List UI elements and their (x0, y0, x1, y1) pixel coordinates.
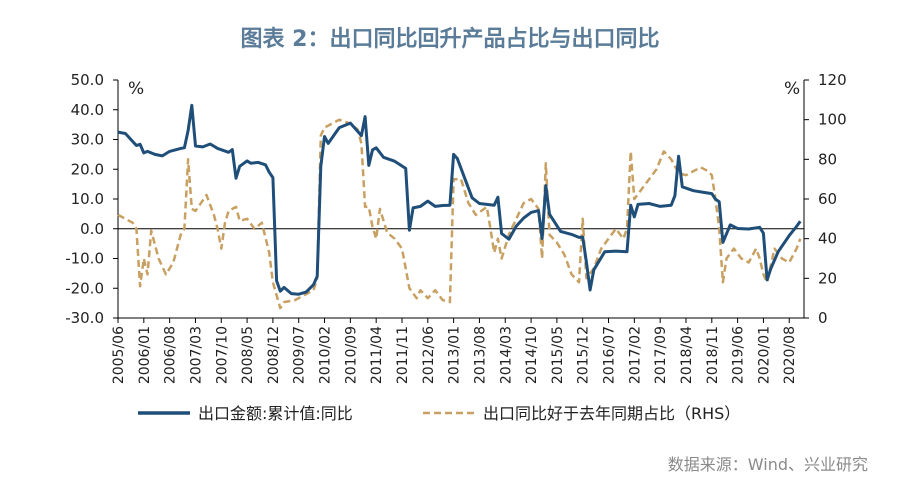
left-tick-label: 30.0 (71, 131, 104, 149)
x-tick-label: 2008/12 (266, 326, 282, 384)
left-axis-ticks: 50.0 40.0 30.0 20.0 10.0 0.0 -10.0 -20.0 -30.0 (65, 71, 118, 327)
x-tick-label: 2009/07 (292, 326, 308, 384)
x-tick-label: 2020/08 (782, 326, 798, 384)
x-tick-label: 2007/10 (214, 326, 230, 384)
x-tick-label: 2005/06 (111, 326, 127, 384)
left-tick-label: 0.0 (80, 220, 104, 238)
x-tick-label: 2010/09 (343, 326, 359, 384)
left-tick-label: 40.0 (71, 101, 104, 119)
series-layer (117, 103, 802, 310)
plot-area: 50.0 40.0 30.0 20.0 10.0 0.0 -10.0 -20.0 -30.0 1… (65, 71, 846, 384)
x-tick-label: 2020/01 (756, 326, 772, 384)
x-tick-label: 2011/11 (395, 326, 411, 384)
right-tick-label: 100 (818, 111, 847, 129)
x-tick-label: 2006/08 (163, 326, 179, 384)
right-tick-label: 20 (818, 269, 837, 287)
left-tick-label: 20.0 (71, 160, 104, 178)
right-tick-label: 80 (818, 150, 837, 168)
series-line-1 (117, 118, 802, 310)
x-tick-label: 2016/07 (602, 326, 618, 384)
x-tick-label: 2013/01 (447, 326, 463, 384)
x-tick-label: 2006/01 (137, 326, 153, 384)
legend: 出口金额:累计值:同比 出口同比好于去年同期占比（RHS） (138, 404, 740, 423)
left-tick-label: -10.0 (65, 250, 104, 268)
x-tick-label: 2014/10 (524, 326, 540, 384)
x-tick-label: 2014/03 (498, 326, 514, 384)
left-tick-label: -30.0 (65, 309, 104, 327)
right-tick-label: 0 (818, 309, 828, 327)
x-tick-label: 2011/04 (369, 326, 385, 384)
x-tick-label: 2015/05 (550, 326, 566, 384)
right-tick-label: 60 (818, 190, 837, 208)
x-tick-label: 2015/12 (576, 326, 592, 384)
x-tick-label: 2019/06 (731, 326, 747, 384)
x-tick-label: 2008/05 (240, 326, 256, 384)
left-tick-label: 50.0 (71, 71, 104, 89)
x-tick-label: 2018/04 (679, 326, 695, 384)
x-tick-label: 2007/03 (188, 326, 204, 384)
x-tick-label: 2018/11 (705, 326, 721, 384)
legend-label-improved-share: 出口同比好于去年同期占比（RHS） (483, 404, 740, 423)
chart-title: 图表 2：出口同比回升产品占比与出口同比 (241, 27, 660, 52)
legend-label-export-cumulative-yoy: 出口金额:累计值:同比 (198, 404, 353, 423)
x-tick-label: 2012/06 (421, 326, 437, 384)
x-tick-label: 2017/09 (653, 326, 669, 384)
series-line-0 (117, 103, 802, 296)
x-tick-label: 2010/02 (318, 326, 334, 384)
left-unit-label: % (128, 79, 144, 99)
right-tick-label: 40 (818, 230, 837, 248)
source-note: 数据来源：Wind、兴业研究 (668, 455, 868, 474)
left-tick-label: 10.0 (71, 190, 104, 208)
x-axis-ticks: 2005/06 2006/01 2006/08 2007/03 2007/10 2008/… (111, 318, 798, 384)
x-tick-label: 2017/02 (627, 326, 643, 384)
right-unit-label: % (784, 79, 800, 99)
right-tick-label: 120 (818, 71, 847, 89)
left-tick-label: -20.0 (65, 279, 104, 297)
right-axis-ticks: 120 100 80 60 40 20 0 (804, 71, 847, 327)
x-tick-label: 2013/08 (472, 326, 488, 384)
